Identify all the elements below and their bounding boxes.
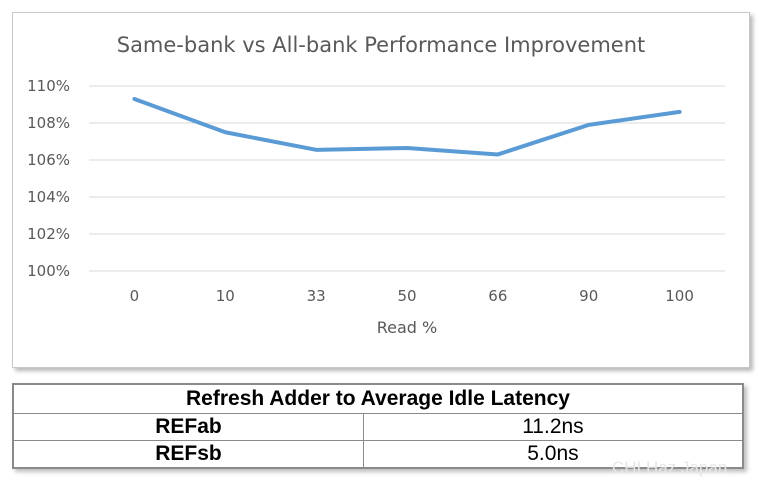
table-row: REFab 11.2ns [12, 413, 744, 441]
x-tick-label: 50 [397, 287, 416, 305]
x-tick-label: 90 [579, 287, 598, 305]
x-tick-label: 10 [216, 287, 235, 305]
x-tick-label: 66 [488, 287, 507, 305]
latency-table: Refresh Adder to Average Idle Latency RE… [12, 383, 744, 469]
y-tick-label: 106% [27, 151, 70, 169]
y-tick-label: 102% [27, 225, 70, 243]
x-tick-label: 100 [665, 287, 694, 305]
row-label-refab: REFab [12, 413, 364, 441]
row-value-refsb: 5.0ns [362, 440, 744, 469]
table-title: Refresh Adder to Average Idle Latency [12, 383, 744, 414]
x-axis-label: Read % [377, 318, 438, 337]
x-tick-label: 0 [130, 287, 140, 305]
table-header-row: Refresh Adder to Average Idle Latency [12, 383, 744, 414]
table-row: REFsb 5.0ns [12, 440, 744, 469]
y-tick-label: 110% [27, 77, 70, 95]
watermark: CHI Haz Japan [612, 458, 728, 477]
series-line [132, 96, 682, 157]
line-chart: Same-bank vs All-bank Performance Improv… [27, 33, 725, 337]
y-tick-label: 108% [27, 114, 70, 132]
x-tick-label: 33 [307, 287, 326, 305]
row-label-refsb: REFsb [12, 440, 364, 469]
chart-panel: Same-bank vs All-bank Performance Improv… [12, 12, 750, 368]
chart-title: Same-bank vs All-bank Performance Improv… [117, 33, 646, 57]
y-tick-label: 100% [27, 262, 70, 280]
y-tick-label: 104% [27, 188, 70, 206]
row-value-refab: 11.2ns [362, 413, 744, 441]
